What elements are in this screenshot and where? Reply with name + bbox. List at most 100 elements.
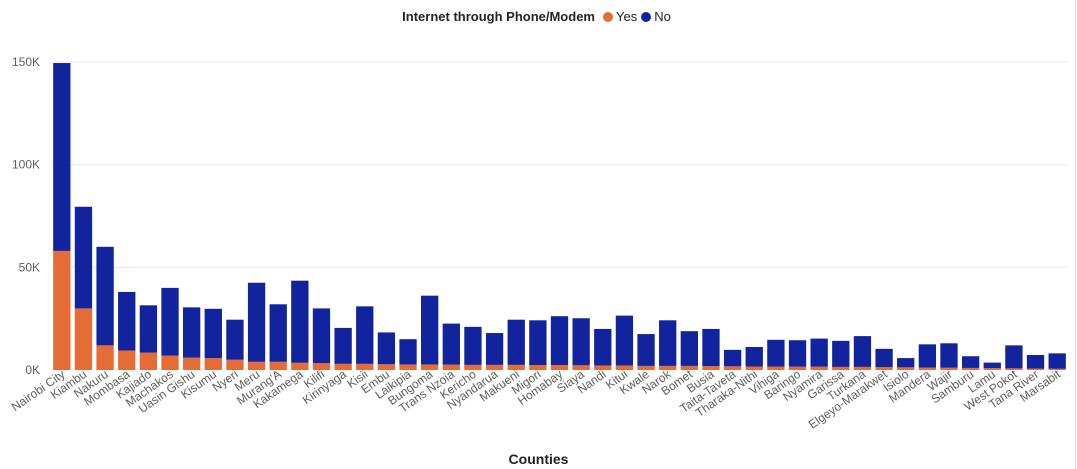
bar-no[interactable]	[875, 348, 893, 368]
bar-no[interactable]	[74, 206, 93, 309]
bar-yes[interactable]	[875, 367, 893, 370]
legend-item-yes[interactable]: Yes	[602, 9, 637, 24]
bar-no[interactable]	[96, 246, 114, 346]
bar-yes[interactable]	[356, 363, 374, 370]
bar-no[interactable]	[983, 362, 1001, 369]
bar-yes[interactable]	[118, 350, 136, 370]
bar-yes[interactable]	[550, 365, 569, 370]
bar-no[interactable]	[269, 304, 287, 362]
bar-no[interactable]	[788, 340, 807, 367]
bar-yes[interactable]	[832, 366, 850, 370]
bar-no[interactable]	[485, 333, 504, 365]
bar-yes[interactable]	[507, 364, 525, 370]
bar-yes[interactable]	[334, 363, 352, 370]
bar-yes[interactable]	[421, 364, 439, 370]
bar-yes[interactable]	[464, 364, 482, 370]
bar-yes[interactable]	[1026, 368, 1045, 370]
bar-yes[interactable]	[377, 364, 396, 370]
bar-yes[interactable]	[594, 365, 612, 370]
bar-no[interactable]	[853, 336, 872, 367]
bar-no[interactable]	[918, 344, 937, 368]
bar-no[interactable]	[572, 318, 590, 366]
bar-no[interactable]	[1005, 345, 1023, 369]
bar-no[interactable]	[550, 316, 569, 366]
bar-yes[interactable]	[983, 368, 1001, 370]
bar-yes[interactable]	[182, 357, 201, 370]
bar-yes[interactable]	[788, 366, 807, 370]
bar-no[interactable]	[940, 343, 958, 368]
bar-no[interactable]	[182, 307, 201, 358]
bar-yes[interactable]	[637, 365, 655, 370]
bar-yes[interactable]	[810, 366, 828, 370]
bar-no[interactable]	[637, 334, 655, 366]
bar-no[interactable]	[161, 287, 179, 356]
bar-no[interactable]	[1026, 355, 1045, 369]
bar-yes[interactable]	[745, 366, 763, 370]
bar-no[interactable]	[377, 332, 396, 365]
bar-yes[interactable]	[312, 363, 331, 370]
bar-yes[interactable]	[247, 361, 266, 370]
bar-no[interactable]	[247, 282, 266, 362]
bar-no[interactable]	[442, 323, 460, 365]
bar-no[interactable]	[961, 356, 980, 368]
bar-yes[interactable]	[529, 365, 547, 370]
bar-yes[interactable]	[680, 365, 698, 370]
bar-no[interactable]	[832, 340, 850, 367]
bar-no[interactable]	[139, 305, 158, 353]
bar-yes[interactable]	[204, 358, 222, 370]
bar-yes[interactable]	[940, 367, 958, 370]
bar-yes[interactable]	[1005, 368, 1023, 370]
bar-no[interactable]	[723, 349, 742, 367]
bar-no[interactable]	[421, 295, 439, 365]
panel-border	[1075, 0, 1076, 469]
bar-no[interactable]	[464, 326, 482, 365]
bar-yes[interactable]	[1048, 368, 1066, 370]
bar-no[interactable]	[1048, 353, 1066, 369]
bar-no[interactable]	[53, 63, 71, 251]
bar-yes[interactable]	[853, 366, 872, 370]
bar-no[interactable]	[118, 291, 136, 351]
bar-no[interactable]	[204, 308, 222, 359]
bar-no[interactable]	[767, 339, 785, 367]
bar-no[interactable]	[680, 331, 698, 366]
bar-yes[interactable]	[702, 366, 720, 370]
bar-no[interactable]	[594, 328, 612, 366]
legend-marker-yes	[602, 11, 613, 22]
bar-no[interactable]	[507, 319, 525, 365]
bar-yes[interactable]	[659, 365, 677, 370]
bar-yes[interactable]	[399, 364, 417, 370]
bar-yes[interactable]	[161, 355, 179, 370]
bar-yes[interactable]	[897, 367, 915, 370]
bar-no[interactable]	[615, 315, 634, 366]
bar-yes[interactable]	[615, 365, 634, 370]
bar-no[interactable]	[312, 308, 331, 364]
bar-yes[interactable]	[572, 365, 590, 370]
bar-yes[interactable]	[269, 361, 287, 370]
bar-no[interactable]	[529, 320, 547, 366]
bar-no[interactable]	[226, 319, 244, 360]
bar-no[interactable]	[291, 280, 309, 363]
legend[interactable]: Internet through Phone/Modem Yes No	[0, 9, 1077, 24]
bar-yes[interactable]	[74, 308, 93, 370]
bar-no[interactable]	[810, 338, 828, 367]
bar-no[interactable]	[356, 306, 374, 364]
legend-item-no[interactable]: No	[641, 9, 671, 24]
bar-no[interactable]	[659, 320, 677, 366]
bar-yes[interactable]	[139, 352, 158, 370]
bar-yes[interactable]	[723, 366, 742, 370]
bar-yes[interactable]	[96, 345, 114, 370]
bar-yes[interactable]	[53, 250, 71, 370]
bar-yes[interactable]	[485, 364, 504, 370]
bar-no[interactable]	[745, 347, 763, 367]
y-tick-label: 100K	[12, 158, 40, 172]
bar-no[interactable]	[702, 328, 720, 367]
bar-yes[interactable]	[767, 366, 785, 370]
bar-yes[interactable]	[918, 367, 937, 370]
bar-yes[interactable]	[961, 367, 980, 370]
bar-no[interactable]	[334, 327, 352, 364]
bar-no[interactable]	[897, 358, 915, 368]
bar-yes[interactable]	[226, 359, 244, 370]
bar-yes[interactable]	[291, 362, 309, 370]
bar-yes[interactable]	[442, 364, 460, 370]
bar-no[interactable]	[399, 339, 417, 365]
